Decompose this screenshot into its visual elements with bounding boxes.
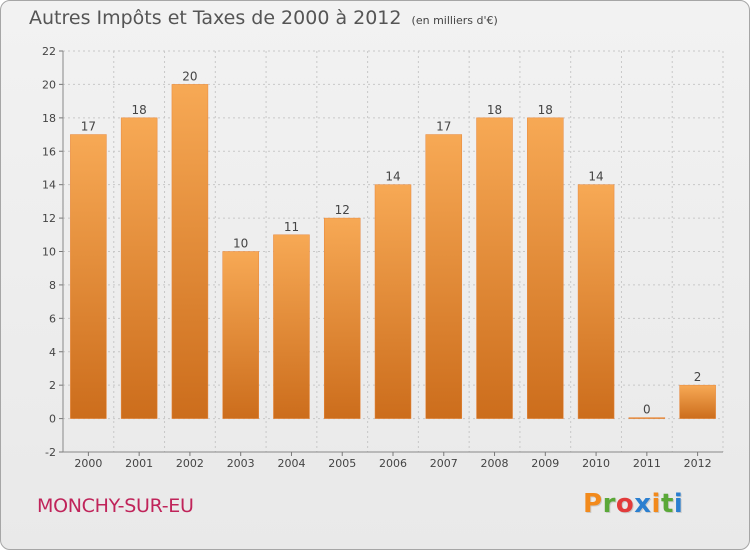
x-tick-label-2006: 2006: [379, 457, 407, 470]
bar-2009[interactable]: [527, 117, 564, 419]
data-label-2006: 14: [385, 170, 400, 184]
x-tick-label-2011: 2011: [633, 457, 661, 470]
data-label-2005: 12: [335, 203, 350, 217]
bar-2007[interactable]: [425, 134, 463, 419]
data-label-2002: 20: [182, 69, 197, 83]
y-tick-label: 0: [49, 413, 56, 426]
commune-name: MONCHY-SUR-EU: [37, 495, 194, 517]
y-tick-label: 12: [42, 212, 56, 225]
data-label-2001: 18: [132, 103, 147, 117]
logo-letter: o: [615, 489, 635, 519]
x-tick-label-2008: 2008: [481, 457, 509, 470]
data-label-2010: 14: [588, 170, 603, 184]
y-tick-label: 4: [49, 346, 56, 359]
logo-letter: i: [651, 489, 661, 519]
bar-2003[interactable]: [222, 251, 259, 419]
data-label-2000: 17: [81, 120, 96, 134]
bar-2012[interactable]: [679, 384, 716, 419]
x-tick-label-2012: 2012: [684, 457, 712, 470]
logo-letter: x: [634, 489, 652, 519]
x-tick-label-2002: 2002: [176, 457, 204, 470]
y-tick-label: 16: [42, 145, 56, 158]
x-tick-label-2000: 2000: [74, 457, 102, 470]
bar-2004[interactable]: [273, 234, 310, 419]
chart-unit-label: (en milliers d'€): [411, 14, 498, 27]
data-label-2008: 18: [487, 103, 502, 117]
x-tick-label-2003: 2003: [227, 457, 255, 470]
bar-2006[interactable]: [374, 184, 412, 419]
logo-letter: P: [583, 489, 603, 519]
y-tick-label: 20: [42, 78, 56, 91]
data-label-2012: 2: [694, 370, 702, 384]
labels: -202468101214161820221720001820012020021…: [42, 45, 712, 470]
y-tick-label: -2: [45, 446, 56, 459]
x-tick-label-2005: 2005: [328, 457, 356, 470]
x-tick-label-2001: 2001: [125, 457, 153, 470]
logo-letter: t: [660, 489, 674, 519]
y-tick-label: 6: [49, 312, 56, 325]
y-tick-label: 18: [42, 112, 56, 125]
x-tick-label-2007: 2007: [430, 457, 458, 470]
logo-letter: i: [673, 489, 684, 519]
bar-2011[interactable]: [628, 417, 666, 419]
x-tick-label-2009: 2009: [531, 457, 559, 470]
bar-2000[interactable]: [70, 134, 107, 419]
y-tick-label: 22: [42, 45, 56, 58]
bars: [70, 84, 716, 419]
axes: [59, 50, 723, 456]
y-tick-label: 10: [42, 246, 56, 259]
bar-2002[interactable]: [171, 84, 209, 419]
y-tick-label: 2: [49, 379, 56, 392]
bar-2005[interactable]: [323, 217, 361, 419]
chart-title: Autres Impôts et Taxes de 2000 à 2012 (e…: [29, 7, 498, 29]
data-label-2003: 10: [233, 237, 248, 251]
y-tick-label: 14: [42, 179, 56, 192]
logo-letter: r: [602, 489, 616, 519]
chart-title-text: Autres Impôts et Taxes de 2000 à 2012: [29, 7, 402, 29]
data-label-2009: 18: [538, 103, 553, 117]
proxiti-logo[interactable]: Proxiti: [583, 489, 683, 519]
data-label-2007: 17: [436, 120, 451, 134]
data-label-2004: 11: [284, 220, 299, 234]
x-tick-label-2004: 2004: [277, 457, 305, 470]
data-label-2011: 0: [643, 403, 651, 417]
bar-2001[interactable]: [120, 117, 158, 419]
x-tick-label-2010: 2010: [582, 457, 610, 470]
bar-2008[interactable]: [476, 117, 513, 419]
y-tick-label: 8: [49, 279, 56, 292]
bar-2010[interactable]: [577, 184, 615, 419]
